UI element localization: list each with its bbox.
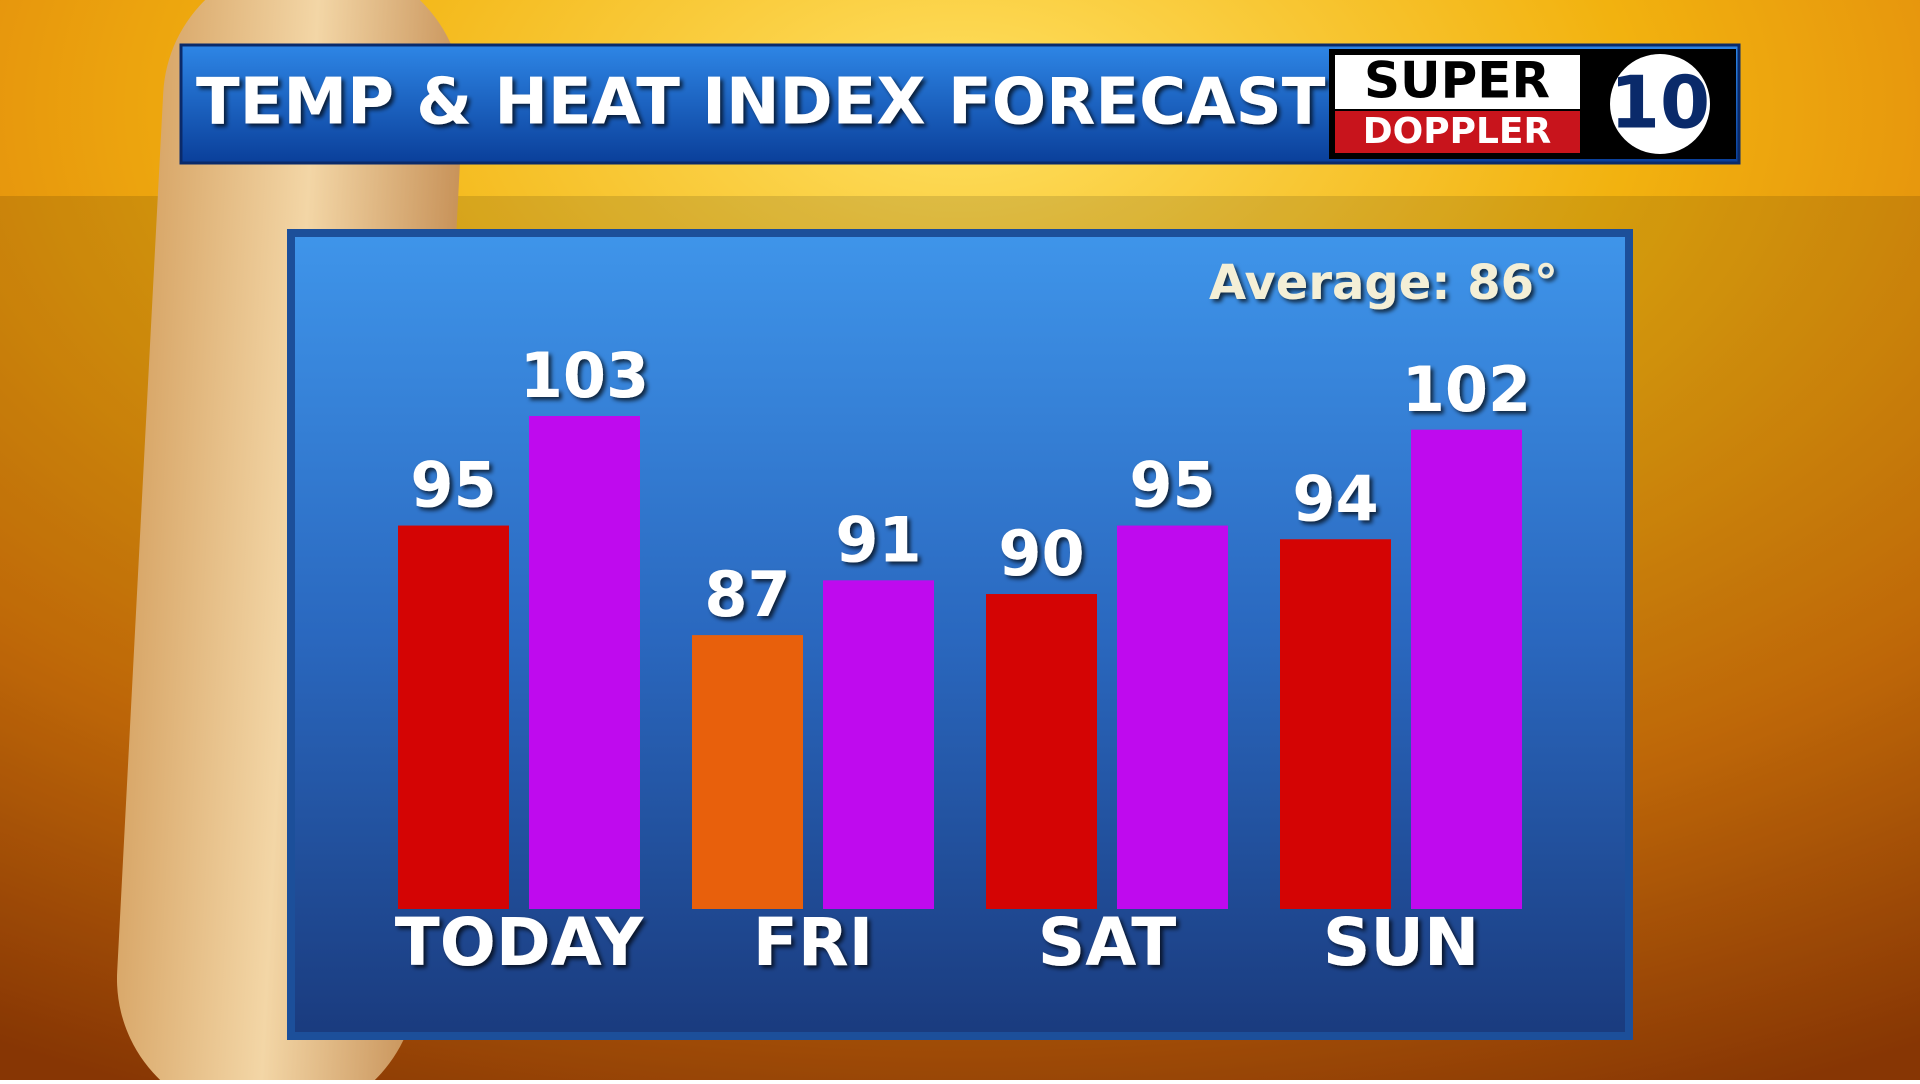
logo: SUPER DOPPLER 10 (1329, 49, 1736, 159)
annotation: Average: 86° (1209, 255, 1558, 311)
bar (529, 416, 640, 909)
chart-panel (287, 229, 1633, 1040)
logo-top-box (1335, 55, 1580, 109)
value-label: 87 (704, 558, 790, 631)
bar (986, 594, 1097, 909)
bar (823, 580, 934, 909)
value-label: 90 (998, 517, 1084, 590)
logo-bottom: DOPPLER (1363, 111, 1552, 152)
bar (1280, 539, 1391, 909)
bar (398, 525, 509, 909)
value-label: 91 (835, 503, 921, 576)
value-label: 94 (1292, 462, 1378, 535)
x-tick-label: SUN (1323, 904, 1479, 981)
bar (692, 635, 803, 909)
logo-bottom-box (1335, 111, 1580, 153)
x-tick-label: TODAY (395, 904, 645, 981)
value-label: 103 (520, 339, 649, 412)
value-label: 102 (1402, 353, 1531, 426)
logo-top: SUPER (1364, 52, 1550, 110)
x-tick-label: FRI (753, 904, 873, 981)
logo-circle (1610, 54, 1710, 154)
x-tick-label: SAT (1038, 904, 1177, 981)
logo-number: 10 (1610, 61, 1710, 145)
bar (1411, 429, 1522, 909)
chart-title: TEMP & HEAT INDEX FORECAST (196, 66, 1326, 140)
bar (1117, 525, 1228, 909)
value-label: 95 (1129, 449, 1215, 522)
value-label: 95 (410, 449, 496, 522)
